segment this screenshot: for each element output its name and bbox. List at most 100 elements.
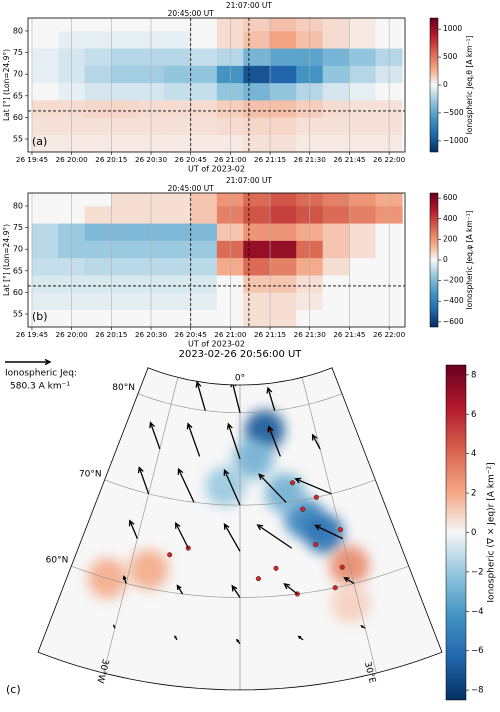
x-tick-label: 26 21:45 bbox=[333, 155, 365, 164]
heatmap-cell bbox=[111, 257, 139, 276]
heatmap-cell bbox=[349, 47, 377, 66]
station bbox=[332, 585, 338, 591]
curl-patch bbox=[128, 549, 169, 590]
heatmap-cell bbox=[84, 134, 112, 152]
current-vector bbox=[177, 467, 195, 503]
time-marker-label: 21:07:00 UT bbox=[226, 176, 273, 185]
heatmap-cell bbox=[322, 30, 350, 49]
colorbar-tick-label: −500 bbox=[443, 108, 464, 117]
axes-frame bbox=[27, 192, 406, 328]
heatmap-cell bbox=[322, 65, 350, 84]
heatmap-cell bbox=[31, 99, 59, 118]
current-vector bbox=[113, 624, 116, 629]
heatmap-cell bbox=[111, 18, 139, 32]
heatmap-cell bbox=[269, 257, 297, 276]
heatmap-cell bbox=[243, 240, 271, 259]
colorbar-tick-label: 4 bbox=[471, 449, 476, 459]
current-vector bbox=[314, 524, 343, 540]
x-tick-label: 26 20:30 bbox=[135, 330, 168, 339]
x-tick-label: 26 21:00 bbox=[214, 155, 247, 164]
station bbox=[313, 541, 319, 547]
map-outline bbox=[37, 367, 443, 691]
x-tick-label: 26 20:15 bbox=[95, 330, 127, 339]
x-tick-label: 26 20:00 bbox=[56, 330, 89, 339]
heatmap-cell bbox=[31, 240, 59, 259]
heatmap-cell bbox=[269, 274, 297, 293]
heatmap-cell bbox=[31, 134, 59, 152]
heatmap-cell bbox=[269, 82, 297, 101]
colorbar-tick-label: 0 bbox=[471, 528, 476, 538]
y-tick-label: 65 bbox=[13, 91, 23, 100]
heatmap-cell bbox=[190, 257, 218, 276]
heatmap-cell bbox=[84, 274, 112, 293]
x-tick-label: 26 21:45 bbox=[333, 330, 365, 339]
current-vector bbox=[195, 380, 206, 411]
heatmap-cell bbox=[190, 18, 218, 32]
heatmap-cell bbox=[322, 292, 350, 311]
heatmap-cell bbox=[269, 134, 297, 152]
heatmap-cell bbox=[84, 292, 112, 311]
heatmap-cell bbox=[31, 18, 59, 32]
y-tick-label: 60 bbox=[13, 288, 23, 297]
heatmap-cell bbox=[269, 65, 297, 84]
panel-label: (a) bbox=[32, 135, 47, 148]
heatmap-cell bbox=[349, 292, 377, 311]
colorbar-tick-label: 400 bbox=[443, 214, 458, 223]
x-tick-label: 26 21:30 bbox=[294, 330, 327, 339]
heatmap-cell bbox=[163, 30, 192, 49]
heatmap-cell bbox=[31, 193, 59, 207]
current-vector bbox=[122, 575, 127, 584]
station bbox=[337, 527, 343, 533]
y-tick-label: 75 bbox=[13, 223, 23, 232]
colorbar-tick-label: 0 bbox=[443, 80, 448, 89]
heatmap-cell bbox=[243, 82, 271, 101]
station bbox=[255, 576, 261, 582]
heatmap-cell bbox=[349, 309, 377, 327]
x-tick-label: 26 20:45 bbox=[175, 330, 207, 339]
heatmap-cell bbox=[190, 134, 218, 152]
heatmap-cell bbox=[190, 222, 218, 241]
heatmap-cell bbox=[349, 222, 377, 241]
heatmap-cell bbox=[322, 82, 350, 101]
map-layer bbox=[38, 367, 442, 690]
heatmap-cell bbox=[322, 205, 350, 224]
colorbar-tick-label: −6 bbox=[471, 646, 484, 656]
x-tick-label: 26 19:45 bbox=[16, 155, 48, 164]
current-vector bbox=[360, 625, 366, 629]
current-vector bbox=[226, 422, 241, 460]
heatmap-cell bbox=[163, 222, 192, 241]
map-title: 2023-02-26 20:56:00 UT bbox=[179, 349, 303, 360]
colorbar-label: Ionospheric (∇ × Jeq)r [A km⁻²] bbox=[487, 462, 497, 602]
reference-value: 580.3 A km⁻¹ bbox=[10, 382, 70, 392]
current-vector bbox=[186, 422, 201, 457]
colorbar-tick-label: 6 bbox=[471, 410, 476, 420]
x-tick-label: 26 20:45 bbox=[175, 155, 207, 164]
heatmap-cell bbox=[190, 292, 218, 311]
y-tick-label: 55 bbox=[13, 135, 23, 144]
heatmap-cell bbox=[243, 47, 271, 66]
heatmap-cell bbox=[31, 65, 59, 84]
x-tick-label: 26 21:00 bbox=[214, 330, 247, 339]
longitude-line bbox=[103, 377, 179, 674]
curl-patch bbox=[205, 466, 246, 507]
heatmap-cell bbox=[31, 82, 59, 101]
heatmap-cell bbox=[322, 274, 350, 293]
heatmap-cell bbox=[349, 82, 377, 101]
heatmap-cell bbox=[163, 18, 192, 32]
heatmap-cell bbox=[269, 240, 297, 259]
current-vector bbox=[235, 638, 241, 645]
heatmap-cell bbox=[349, 117, 377, 136]
x-tick-label: 26 21:30 bbox=[294, 155, 327, 164]
heatmap-cell bbox=[269, 18, 297, 32]
time-marker-label: 20:45:00 UT bbox=[168, 9, 215, 18]
heatmap-cell bbox=[243, 30, 271, 49]
heatmap-cell bbox=[190, 205, 218, 224]
y-tick-label: 80 bbox=[13, 201, 23, 210]
heatmap-cell bbox=[163, 205, 192, 224]
current-vector bbox=[137, 466, 150, 495]
heatmap-cell bbox=[349, 240, 377, 259]
heatmap-cell bbox=[190, 65, 218, 84]
heatmap-cell bbox=[84, 222, 112, 241]
heatmap-cell bbox=[163, 82, 192, 101]
